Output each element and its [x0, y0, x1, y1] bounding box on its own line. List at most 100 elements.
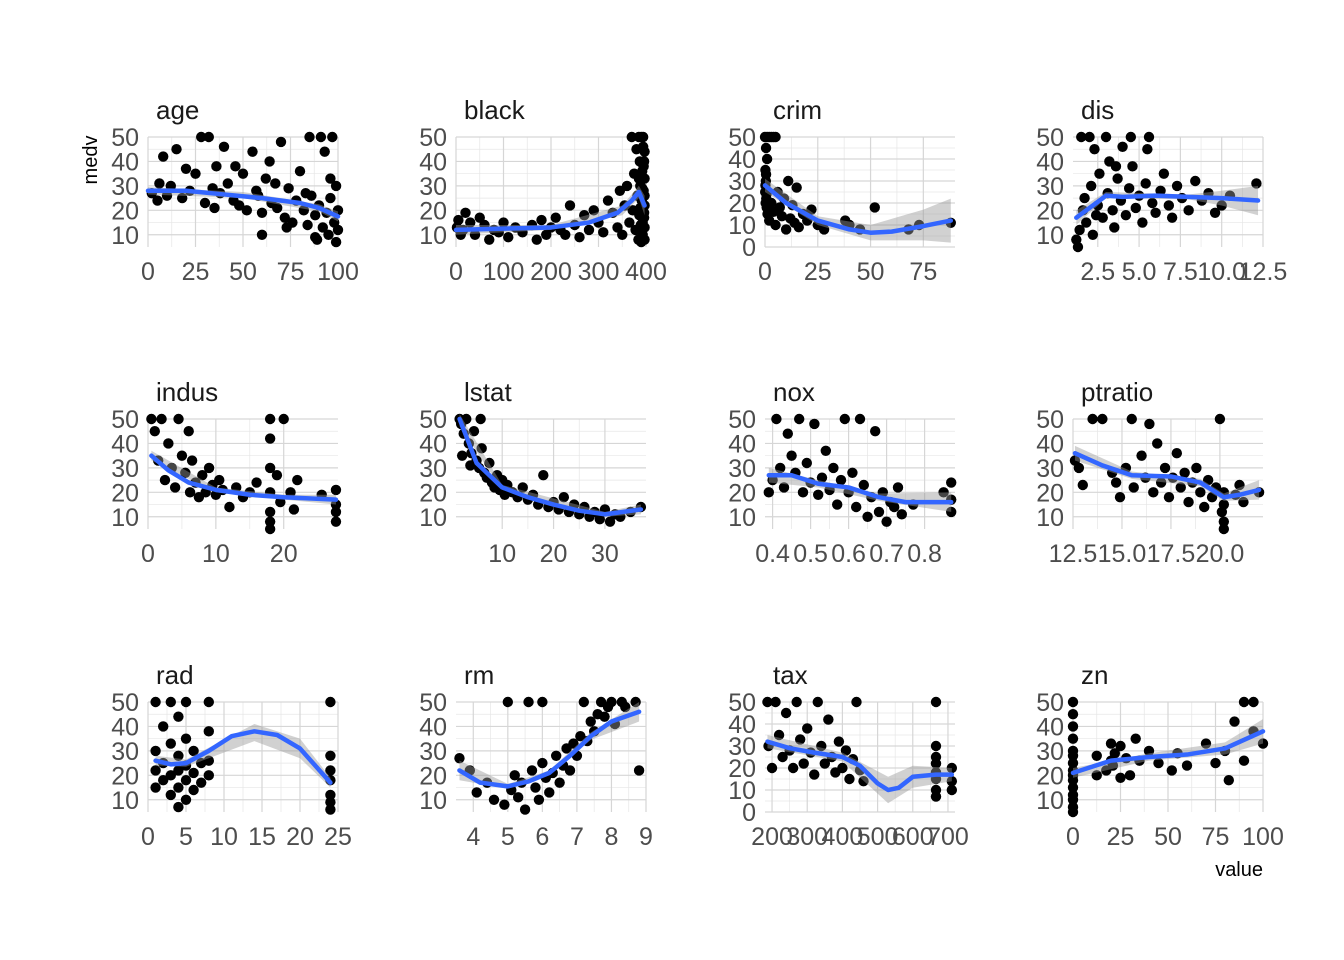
y-tick-label: 40 [111, 713, 139, 741]
data-point [211, 161, 222, 172]
y-tick-label: 20 [419, 479, 447, 507]
data-point [1251, 178, 1262, 189]
data-point [778, 482, 790, 493]
data-point [1140, 178, 1151, 189]
data-point [203, 770, 214, 781]
data-point [272, 202, 283, 214]
x-tick-label: 200 [751, 823, 793, 851]
data-point [1150, 207, 1161, 218]
x-tick-label: 20 [270, 540, 298, 568]
y-tick-label: 50 [111, 689, 139, 717]
data-point [1158, 168, 1170, 179]
data-point [620, 701, 631, 713]
data-point [325, 173, 336, 184]
x-tick-label: 0 [758, 258, 772, 286]
y-tick-label: 20 [111, 762, 139, 790]
data-point [327, 131, 338, 143]
data-point [1085, 180, 1097, 192]
x-tick-label: 25 [182, 258, 210, 286]
data-point [475, 413, 486, 425]
data-point [930, 751, 942, 763]
y-tick-label: 10 [1036, 222, 1064, 250]
data-point [230, 161, 241, 172]
data-point [222, 178, 233, 189]
y-tick-label: 10 [728, 504, 756, 532]
data-point [1107, 205, 1118, 216]
data-point [828, 462, 839, 474]
data-point [1218, 523, 1230, 535]
data-point [854, 413, 866, 425]
y-tick-label: 30 [728, 733, 756, 761]
data-point [1147, 197, 1158, 209]
data-point [460, 207, 471, 218]
data-point [180, 775, 192, 786]
facet-title: ptratio [1081, 377, 1153, 407]
data-point [763, 487, 774, 498]
data-point [588, 205, 599, 216]
smooth-line [453, 189, 647, 233]
data-point [633, 765, 645, 776]
data-point [519, 804, 531, 815]
x-tick-label: 50 [229, 258, 257, 286]
data-point [780, 707, 792, 719]
data-point [1112, 173, 1123, 184]
data-point [819, 758, 831, 769]
data-point [938, 487, 949, 498]
data-point [599, 711, 610, 722]
y-tick-label: 0 [742, 234, 756, 262]
data-point [1128, 482, 1139, 493]
data-point [1159, 462, 1171, 474]
data-point [870, 426, 881, 437]
x-tick-label: 25 [804, 258, 832, 286]
data-point [247, 146, 258, 157]
y-tick-label: 40 [419, 713, 447, 741]
data-point [237, 168, 249, 179]
data-point [1218, 516, 1230, 527]
data-point [1202, 474, 1214, 486]
data-point [1218, 499, 1230, 510]
data-point [877, 487, 888, 498]
data-point [165, 180, 176, 192]
y-tick-label: 20 [419, 762, 447, 790]
facet-title: rm [464, 660, 494, 690]
data-point [946, 784, 958, 796]
data-point [771, 413, 782, 425]
data-point [873, 506, 885, 518]
data-point [820, 445, 831, 456]
data-point [1142, 144, 1153, 155]
data-point [146, 413, 157, 425]
y-tick-label: 10 [419, 222, 447, 250]
x-tick-label: 25 [324, 823, 352, 851]
data-point [310, 232, 321, 243]
facet-title: zn [1081, 660, 1108, 690]
data-point [1100, 131, 1112, 143]
y-tick-label: 30 [1036, 455, 1064, 483]
data-point [840, 745, 852, 756]
x-tick-label: 12.5 [1239, 258, 1288, 286]
data-point [786, 450, 797, 461]
data-point [1238, 496, 1249, 508]
data-point [537, 696, 548, 708]
data-point [816, 740, 827, 752]
x-tick-label: 0.8 [907, 540, 942, 568]
y-tick-label: 30 [728, 455, 756, 483]
y-tick-label: 30 [111, 455, 139, 483]
data-point [256, 207, 268, 218]
data-points [1067, 696, 1269, 818]
smooth-line [149, 453, 339, 502]
data-point [1191, 462, 1202, 474]
data-point [264, 433, 276, 444]
data-point [598, 227, 609, 238]
data-point [946, 762, 958, 774]
data-point [465, 460, 476, 471]
data-point [770, 131, 781, 143]
data-point [633, 173, 645, 184]
x-tick-label: 50 [857, 258, 885, 286]
data-point [606, 696, 617, 708]
y-tick-label: 20 [728, 479, 756, 507]
smooth-line [1074, 193, 1261, 220]
x-tick-label: 400 [822, 823, 864, 851]
data-point [568, 738, 579, 749]
